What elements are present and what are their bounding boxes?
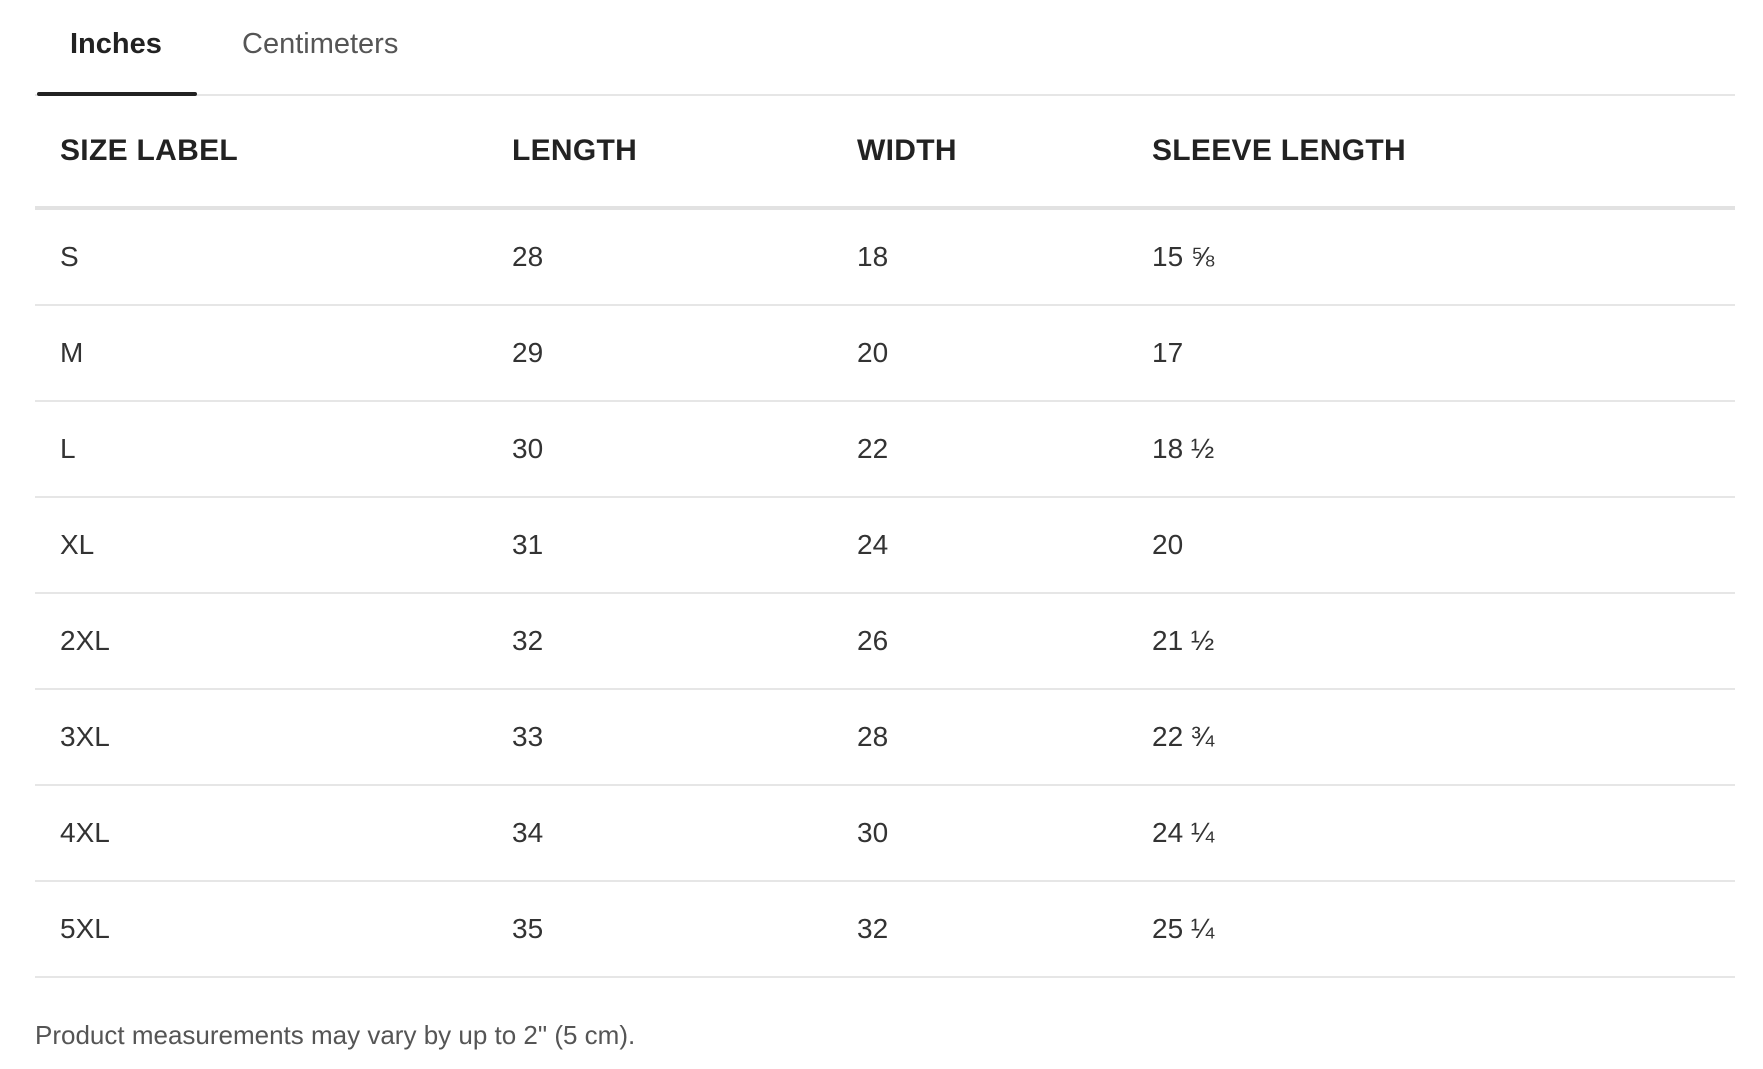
table-cell: 24 <box>832 497 1127 594</box>
tab-centimeters[interactable]: Centimeters <box>242 28 399 60</box>
table-cell: 28 <box>487 208 832 306</box>
table-cell: 26 <box>832 593 1127 690</box>
footnote: Product measurements may vary by up to 2… <box>35 1020 636 1050</box>
column-header: SIZE LABEL <box>35 96 487 210</box>
table-cell: 32 <box>487 593 832 690</box>
table-cell: 22 ¾ <box>1127 689 1735 786</box>
table-cell: 33 <box>487 689 832 786</box>
table-cell: 24 ¼ <box>1127 785 1735 882</box>
table-cell: S <box>35 208 487 306</box>
table-row: L 30 22 18 ½ <box>35 401 1735 498</box>
column-header: WIDTH <box>832 96 1127 210</box>
table-cell: 32 <box>832 881 1127 978</box>
unit-tabs: Inches Centimeters <box>35 0 1735 96</box>
table-cell: 15 ⅝ <box>1127 208 1735 306</box>
table-row: 2XL 32 26 21 ½ <box>35 593 1735 690</box>
table-cell: 5XL <box>35 881 487 978</box>
table-row: 5XL 35 32 25 ¼ <box>35 881 1735 978</box>
table-row: XL 31 24 20 <box>35 497 1735 594</box>
table-cell: 28 <box>832 689 1127 786</box>
table-cell: 29 <box>487 305 832 402</box>
table-cell: 20 <box>832 305 1127 402</box>
column-header: SLEEVE LENGTH <box>1127 96 1735 210</box>
table-cell: 17 <box>1127 305 1735 402</box>
table-cell: 34 <box>487 785 832 882</box>
table-cell: 31 <box>487 497 832 594</box>
table-cell: 20 <box>1127 497 1735 594</box>
table-cell: L <box>35 401 487 498</box>
table-cell: 30 <box>487 401 832 498</box>
active-tab-indicator <box>37 92 197 96</box>
tab-inches[interactable]: Inches <box>70 28 162 60</box>
table-row: M 29 20 17 <box>35 305 1735 402</box>
table-cell: 18 <box>832 208 1127 306</box>
table-cell: 30 <box>832 785 1127 882</box>
size-table: SIZE LABEL LENGTH WIDTH SLEEVE LENGTH S 28 18… <box>35 96 1735 978</box>
table-body: S 28 18 15 ⅝ M 29 20 17 L 30 22 18 ½ XL 31 24 20 2XL 32 26… <box>35 208 1735 978</box>
table-cell: 35 <box>487 881 832 978</box>
table-row: 4XL 34 30 24 ¼ <box>35 785 1735 882</box>
table-cell: 18 ½ <box>1127 401 1735 498</box>
header-row: SIZE LABEL LENGTH WIDTH SLEEVE LENGTH <box>35 96 1735 210</box>
table-row: 3XL 33 28 22 ¾ <box>35 689 1735 786</box>
table-cell: 22 <box>832 401 1127 498</box>
table-cell: 25 ¼ <box>1127 881 1735 978</box>
table-cell: 21 ½ <box>1127 593 1735 690</box>
table-cell: XL <box>35 497 487 594</box>
table-cell: M <box>35 305 487 402</box>
table-cell: 2XL <box>35 593 487 690</box>
table-cell: 4XL <box>35 785 487 882</box>
table-row: S 28 18 15 ⅝ <box>35 208 1735 306</box>
table-cell: 3XL <box>35 689 487 786</box>
column-header: LENGTH <box>487 96 832 210</box>
